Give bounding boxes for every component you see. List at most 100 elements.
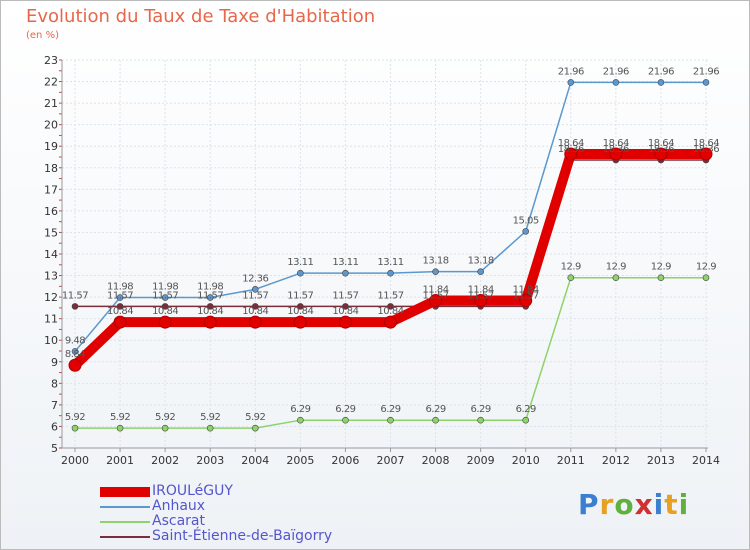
x-tick-label: 2005 <box>286 454 314 467</box>
data-point <box>342 303 349 310</box>
data-label: 18.36 <box>693 144 719 155</box>
data-label: 13.11 <box>287 257 313 268</box>
x-tick-label: 2010 <box>512 454 540 467</box>
legend-label: Saint-Étienne-de-Baïgorry <box>152 528 333 544</box>
legend-label: IROULéGUY <box>152 483 233 499</box>
x-tick-label: 2006 <box>331 454 359 467</box>
data-label: 11.57 <box>377 290 403 301</box>
data-label: 15.05 <box>513 215 539 226</box>
data-label: 18.36 <box>648 144 674 155</box>
data-point <box>251 303 259 310</box>
data-label: 11.98 <box>152 282 178 293</box>
x-tick-label: 2008 <box>422 454 450 467</box>
data-point <box>161 303 169 310</box>
chart-title: Evolution du Taux de Taxe d'Habitation <box>26 6 376 27</box>
data-point <box>116 294 124 301</box>
data-point <box>71 348 79 355</box>
x-tick-label: 2002 <box>151 454 179 467</box>
data-label: 11.57 <box>107 290 133 301</box>
data-label: 11.84 <box>468 285 494 296</box>
data-label: 5.92 <box>200 412 220 423</box>
data-point <box>657 79 665 86</box>
data-label: 6.29 <box>425 404 445 415</box>
y-tick-label: 14 <box>44 248 58 261</box>
data-label: 18.36 <box>558 144 584 155</box>
data-point <box>293 315 307 329</box>
data-point <box>522 228 530 235</box>
data-label: 18.64 <box>648 138 674 149</box>
data-point <box>702 79 710 86</box>
data-point <box>251 286 259 293</box>
data-label: 21.96 <box>648 66 674 77</box>
data-point <box>432 416 439 424</box>
data-point <box>567 274 575 282</box>
data-label: 6.29 <box>335 404 355 415</box>
data-point <box>158 315 172 329</box>
y-tick-label: 9 <box>51 356 58 369</box>
data-point <box>477 416 484 424</box>
legend-label: Anhaux <box>152 498 206 514</box>
data-point <box>206 303 214 310</box>
data-point <box>564 147 578 161</box>
data-point <box>567 79 575 86</box>
data-point <box>477 268 484 275</box>
data-label: 10.84 <box>377 306 403 317</box>
data-label: 12.9 <box>696 262 716 273</box>
data-point <box>654 147 668 161</box>
data-point <box>113 315 127 329</box>
data-label: 5.92 <box>65 412 85 423</box>
data-label: 11.57 <box>62 290 88 301</box>
data-point <box>342 416 349 424</box>
data-point <box>71 424 79 432</box>
y-tick-label: 23 <box>44 54 58 67</box>
data-point <box>161 294 169 301</box>
y-tick-label: 20 <box>44 119 58 132</box>
chart-subtitle: (en %) <box>26 30 59 41</box>
data-label: 10.84 <box>332 306 358 317</box>
data-label: 9.48 <box>65 335 85 346</box>
data-label: 13.11 <box>332 257 358 268</box>
data-label: 21.96 <box>693 66 719 77</box>
data-label: 6.29 <box>290 404 310 415</box>
legend-label: Ascarat <box>152 513 205 529</box>
data-point <box>387 416 394 424</box>
y-tick-label: 15 <box>44 226 58 239</box>
y-tick-label: 8 <box>51 377 58 390</box>
data-label: 21.96 <box>558 66 584 77</box>
data-label: 18.36 <box>603 144 629 155</box>
data-label: 10.84 <box>242 306 268 317</box>
y-tick-label: 12 <box>44 291 58 304</box>
data-label: 5.92 <box>245 412 265 423</box>
y-tick-label: 11 <box>44 313 58 326</box>
data-point <box>297 269 304 277</box>
data-label: 10.84 <box>197 306 223 317</box>
data-label: 11.84 <box>423 285 449 296</box>
data-label: 11.98 <box>197 282 223 293</box>
data-label: 10.84 <box>152 306 178 317</box>
data-point <box>116 424 124 432</box>
data-label: 18.64 <box>558 138 584 149</box>
x-tick-label: 2014 <box>692 454 720 467</box>
data-point <box>519 294 533 308</box>
data-point <box>432 268 439 275</box>
proxiti-logo: Proxiti <box>578 488 690 521</box>
y-tick-label: 22 <box>44 76 58 89</box>
data-point <box>384 315 397 329</box>
data-point <box>657 274 665 282</box>
x-tick-label: 2013 <box>647 454 675 467</box>
data-point <box>116 303 124 310</box>
x-tick-label: 2011 <box>557 454 585 467</box>
data-label: 6.29 <box>516 404 536 415</box>
data-label: 11.57 <box>197 290 223 301</box>
data-point <box>203 315 217 329</box>
data-point <box>338 315 352 329</box>
data-point <box>702 274 710 282</box>
y-tick-label: 21 <box>44 97 58 110</box>
data-label: 11.57 <box>332 290 358 301</box>
data-label: 11.84 <box>513 285 539 296</box>
data-label: 18.64 <box>693 138 719 149</box>
data-point <box>387 303 394 310</box>
data-point <box>522 416 530 424</box>
